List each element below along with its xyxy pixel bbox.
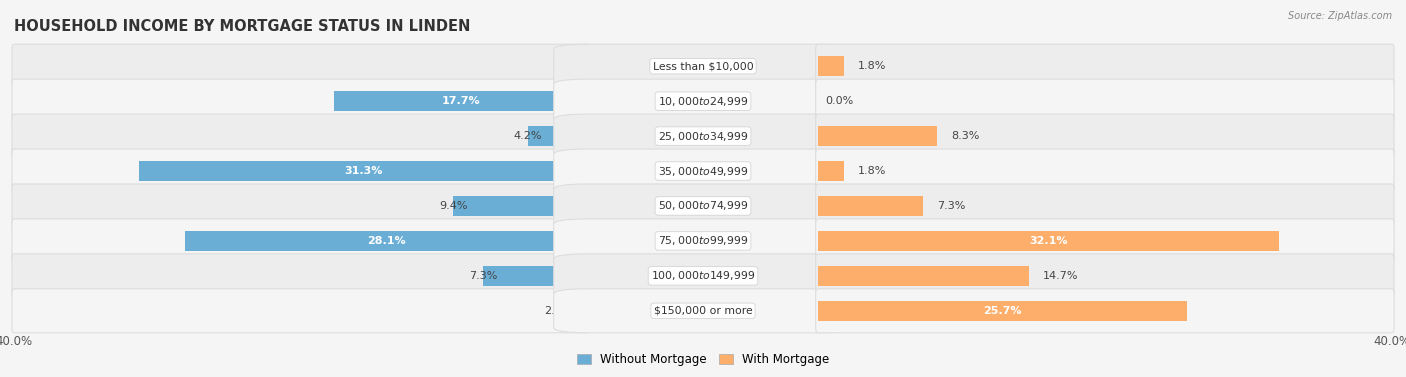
FancyBboxPatch shape [815, 79, 1395, 123]
Text: 0.0%: 0.0% [581, 61, 609, 71]
FancyBboxPatch shape [554, 184, 852, 228]
Text: 9.4%: 9.4% [439, 201, 467, 211]
Text: Source: ZipAtlas.com: Source: ZipAtlas.com [1288, 11, 1392, 21]
Text: $10,000 to $24,999: $10,000 to $24,999 [658, 95, 748, 108]
FancyBboxPatch shape [11, 149, 591, 193]
FancyBboxPatch shape [11, 79, 591, 123]
Text: 14.7%: 14.7% [1043, 271, 1078, 281]
Text: 32.1%: 32.1% [1029, 236, 1067, 246]
FancyBboxPatch shape [11, 114, 591, 158]
FancyBboxPatch shape [554, 149, 852, 193]
Bar [818, 126, 936, 146]
Text: $25,000 to $34,999: $25,000 to $34,999 [658, 130, 748, 143]
FancyBboxPatch shape [815, 289, 1395, 333]
Legend: Without Mortgage, With Mortgage: Without Mortgage, With Mortgage [572, 349, 834, 371]
FancyBboxPatch shape [815, 114, 1395, 158]
Text: 1.8%: 1.8% [858, 61, 886, 71]
Text: 2.1%: 2.1% [544, 306, 572, 316]
Bar [818, 266, 1029, 286]
FancyBboxPatch shape [11, 44, 591, 88]
Text: $150,000 or more: $150,000 or more [654, 306, 752, 316]
FancyBboxPatch shape [554, 44, 852, 88]
Text: 4.2%: 4.2% [513, 131, 543, 141]
FancyBboxPatch shape [815, 254, 1395, 298]
Text: 28.1%: 28.1% [367, 236, 406, 246]
Text: 7.3%: 7.3% [470, 271, 498, 281]
FancyBboxPatch shape [815, 149, 1395, 193]
Bar [818, 56, 844, 76]
Text: 8.3%: 8.3% [952, 131, 980, 141]
Text: $100,000 to $149,999: $100,000 to $149,999 [651, 269, 755, 282]
Text: $50,000 to $74,999: $50,000 to $74,999 [658, 199, 748, 213]
FancyBboxPatch shape [815, 184, 1395, 228]
Bar [453, 196, 588, 216]
Text: 31.3%: 31.3% [344, 166, 382, 176]
Bar [558, 301, 588, 321]
Bar [527, 126, 588, 146]
FancyBboxPatch shape [554, 254, 852, 298]
Bar [818, 301, 1187, 321]
FancyBboxPatch shape [815, 219, 1395, 263]
FancyBboxPatch shape [11, 184, 591, 228]
Text: 0.0%: 0.0% [825, 96, 853, 106]
Text: $35,000 to $49,999: $35,000 to $49,999 [658, 164, 748, 178]
FancyBboxPatch shape [11, 219, 591, 263]
Bar [818, 231, 1278, 251]
FancyBboxPatch shape [554, 114, 852, 158]
Bar [484, 266, 588, 286]
Bar [818, 161, 844, 181]
FancyBboxPatch shape [554, 289, 852, 333]
FancyBboxPatch shape [11, 254, 591, 298]
FancyBboxPatch shape [554, 219, 852, 263]
Text: 17.7%: 17.7% [441, 96, 481, 106]
Bar [139, 161, 588, 181]
Bar [335, 91, 588, 111]
Text: 25.7%: 25.7% [983, 306, 1022, 316]
Bar [184, 231, 588, 251]
Text: 7.3%: 7.3% [936, 201, 966, 211]
FancyBboxPatch shape [554, 79, 852, 123]
Bar [818, 196, 922, 216]
Text: 1.8%: 1.8% [858, 166, 886, 176]
Text: $75,000 to $99,999: $75,000 to $99,999 [658, 234, 748, 247]
FancyBboxPatch shape [815, 44, 1395, 88]
FancyBboxPatch shape [11, 289, 591, 333]
Text: HOUSEHOLD INCOME BY MORTGAGE STATUS IN LINDEN: HOUSEHOLD INCOME BY MORTGAGE STATUS IN L… [14, 19, 471, 34]
Text: Less than $10,000: Less than $10,000 [652, 61, 754, 71]
